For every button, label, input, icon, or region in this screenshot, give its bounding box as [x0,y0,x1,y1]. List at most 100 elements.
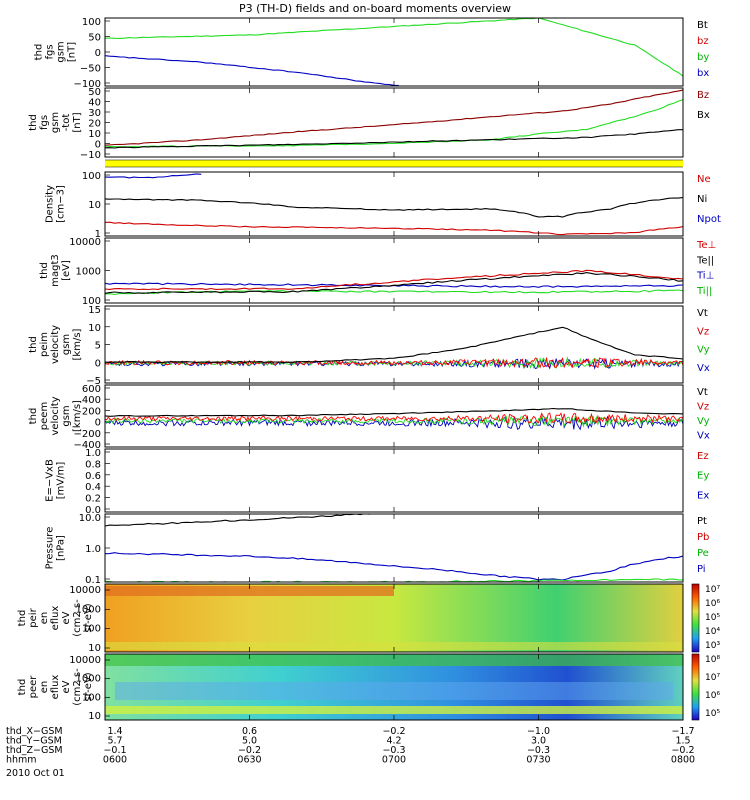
legend-entry: Bz [697,90,709,101]
series-line-Pe [105,578,683,582]
y-tick-label: −100 [74,79,101,90]
y-axis-label: fgs [39,115,50,130]
colorbar-tick-label: 10⁶ [705,599,720,609]
orbit-row-value: 0630 [237,755,261,766]
y-axis-label: [nT] [67,42,78,62]
y-tick-label: 100 [82,171,101,182]
orbit-row-value: 0.6 [242,726,257,737]
series-line-Vz [105,357,683,369]
heatmap-band [105,706,683,714]
legend-entry: Pe [697,548,709,559]
legend-entry: Vz [697,402,709,413]
series-line-Bz [105,89,683,146]
colorbar-tick-label: 10⁴ [705,627,720,637]
panel-frame [104,171,684,237]
y-axis-label: Density [45,185,56,223]
y-axis-label: eflux [50,675,61,700]
y-tick-label: 0.2 [85,494,101,505]
y-tick-label: 0 [95,418,101,429]
legend-entry: Bt [697,20,708,31]
legend-entry: Vy [697,416,710,427]
series-line-Vx [105,415,683,431]
y-tick-label: 0.0 [85,505,101,516]
series-line-Ti|| [105,289,683,296]
y-axis-label: thd [17,610,28,627]
legend-entry: by [697,52,709,63]
orbit-row-value: −0.1 [103,745,126,756]
y-axis-label: velocity [50,325,61,364]
y-axis-label: -tot [61,114,72,132]
colorbar [691,653,700,721]
colorbar-tick-label: 10⁷ [705,673,720,683]
orbit-row-value: 3.0 [531,736,546,747]
orbit-row-label: thd_Y−GSM [6,736,62,747]
y-axis-label: thd [28,408,39,425]
orbit-row-value: 5.0 [242,736,257,747]
y-axis-label: sr-eV) [83,603,94,632]
orbit-row-value: −0.2 [671,745,694,756]
series-line-Npot [105,173,202,179]
panel-5: 15 10 5 0 −5 thd peim velocity gsm [km/s] Vt Vz Vy Vx [28,305,710,387]
panel-frame [104,237,684,304]
y-tick-label: 1000 [76,674,101,685]
y-axis-label: magt3 [50,254,61,287]
y-axis-label: thd [28,114,39,131]
y-tick-label: 0.1 [85,575,101,586]
series-line-Pi [105,552,683,581]
orbit-row-value: 0730 [526,755,550,766]
y-axis-label: eV [61,680,72,693]
series-line-Vt [105,407,683,417]
y-tick-label: 600 [82,384,101,395]
y-tick-label: 1.0 [85,544,101,555]
panel-frame [104,17,684,87]
legend-entry: Vt [697,387,708,398]
orbit-row-value: −0.3 [527,745,550,756]
legend-entry: Bx [697,110,710,121]
y-tick-label: 100 [82,296,101,307]
orbit-row-label: thd_X−GSM [6,726,63,737]
colorbar-tick-label: 10⁸ [705,655,720,665]
y-tick-label: 10000 [69,237,101,248]
y-tick-label: 100 [82,17,101,28]
orbit-row-label: thd_Z−GSM [6,745,63,756]
orbit-row-value: 0600 [103,755,127,766]
panel-4: 10000 1000 100 thd magt3 [eV] Te⊥ Te|| Ti⊥ Ti|| [39,237,716,307]
panel-frame [104,305,684,384]
y-axis-label: gsm [50,112,61,133]
chart-title: P3 (TH-D) fields and on-board moments ov… [239,2,511,15]
series-line-Ni [105,197,683,218]
y-axis-label: [eV] [61,260,72,281]
y-tick-label: 1 [95,229,101,240]
y-tick-label: 15 [88,305,101,316]
y-tick-label: 10 [88,129,101,140]
legend-entry: Ti⊥ [696,271,714,282]
heatmap-band [105,642,683,650]
series-line-bx [105,55,399,86]
series-line-Ne [105,221,683,236]
legend-entry: Ex [697,490,709,501]
panel-frame [104,513,684,583]
y-axis-label: gsm [56,41,67,62]
legend-entry: Te|| [696,255,714,266]
y-axis-label: fgs [45,44,56,59]
y-tick-label: 0 [95,358,101,369]
legend-entry: Ni [697,194,707,205]
y-tick-label: 10000 [69,655,101,666]
legend-entry: bz [697,36,709,47]
colorbar-tick-label: 10⁷ [705,585,720,595]
y-tick-label: 0 [95,140,101,151]
y-tick-label: 5 [95,341,101,352]
y-tick-label: 0.6 [85,471,101,482]
y-axis-label: thd [34,44,45,61]
y-tick-label: 10000 [69,585,101,596]
y-tick-label: −50 [80,64,101,75]
series-group [105,269,683,296]
series-line-Vx [105,357,683,370]
y-axis-label: eflux [50,606,61,631]
legend-entry: Pi [697,564,706,575]
y-axis-label: [cm−3] [56,185,67,223]
panel-frame [104,448,684,513]
panel-7: 1.00.80.60.40.20.0 E=−VxB [mV/m] Ez Ey Ex [45,448,710,516]
